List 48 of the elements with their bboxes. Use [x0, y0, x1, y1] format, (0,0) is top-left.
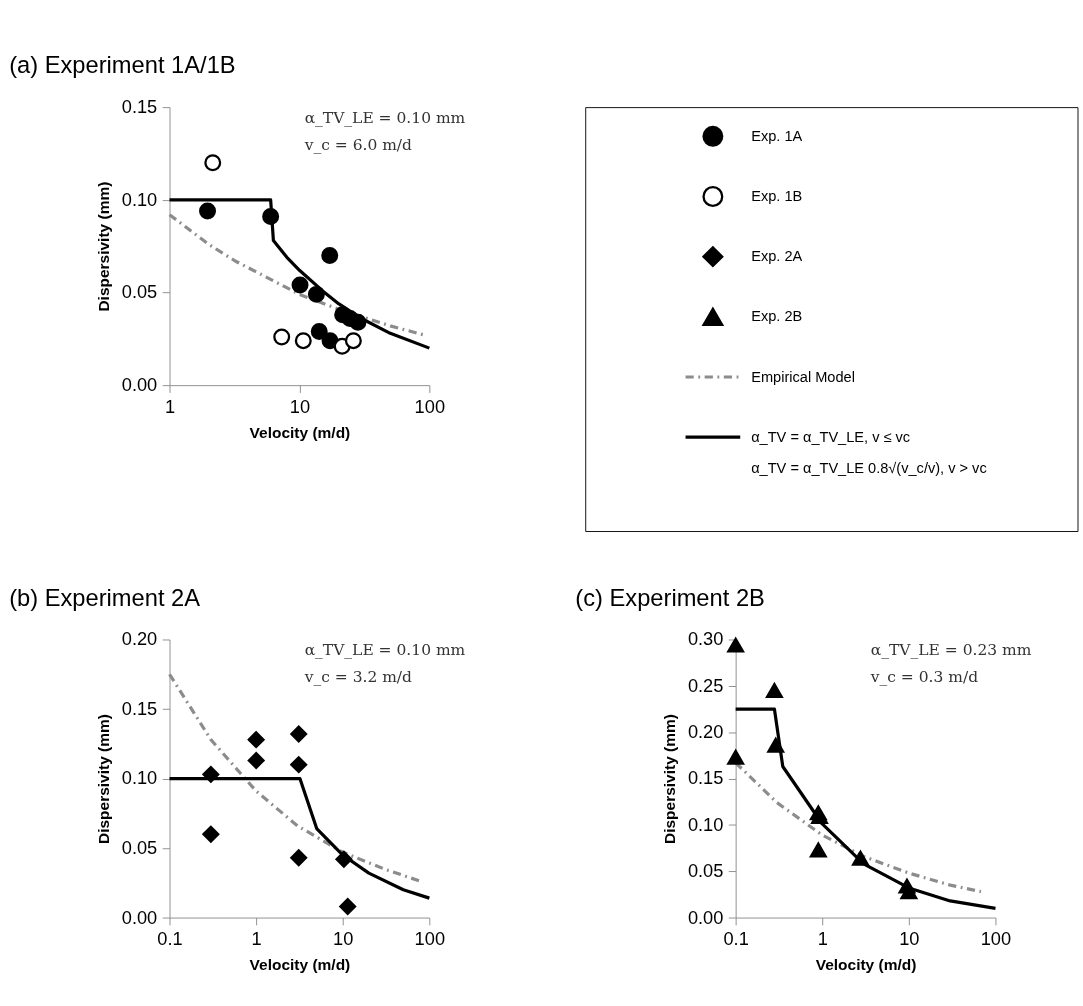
x-tick-label: 1 [817, 928, 828, 950]
y-tick-label: 0.05 [121, 281, 158, 303]
x-tick-label: 10 [333, 928, 354, 950]
y-tick-label: 0.20 [121, 628, 158, 650]
legend-label: Exp. 1A [751, 127, 803, 144]
x-axis-title: Velocity (m/d) [249, 956, 351, 973]
legend-label: Exp. 2B [751, 308, 803, 325]
y-tick-label: 0.05 [121, 837, 158, 858]
annotation: α_TV_LE = 0.10 mm [304, 641, 466, 660]
legend-label: Empirical Model [751, 368, 855, 385]
annotation: α_TV_LE = 0.23 mm [870, 641, 1032, 660]
y-tick-label: 0.10 [121, 188, 158, 210]
y-tick-label: 0.15 [121, 697, 158, 719]
x-tick-label: 100 [414, 396, 446, 417]
y-tick-label: 0.00 [687, 906, 724, 928]
annotation: v_c = 3.2 m/d [303, 668, 413, 687]
legend-label: α_TV = α_TV_LE, v ≤ vc α_TV = α_TV_LE 0.8√(v_c/v), v > vc [751, 428, 987, 476]
x-tick-label: 1 [251, 928, 262, 950]
x-tick-label: 10 [899, 928, 920, 950]
y-tick-label: 0.00 [121, 374, 158, 396]
y-tick-label: 0.20 [687, 721, 724, 743]
y-axis-title: Dispersivity (mm) [661, 714, 679, 844]
y-tick-label: 0.15 [121, 96, 158, 118]
y-axis-title: Dispersivity (mm) [95, 714, 113, 844]
y-tick-label: 0.25 [687, 674, 724, 696]
y-tick-label: 0.15 [687, 767, 724, 789]
chart-title: (c) Experiment 2B [575, 584, 765, 611]
y-tick-label: 0.10 [687, 813, 724, 835]
annotation: v_c = 0.3 m/d [869, 668, 979, 687]
y-tick-label: 0.05 [687, 860, 724, 882]
x-tick-label: 0.1 [157, 928, 183, 950]
x-axis-title: Velocity (m/d) [815, 956, 917, 973]
legend-label: Exp. 1B [751, 188, 803, 205]
x-tick-label: 100 [414, 928, 446, 950]
annotation: α_TV_LE = 0.10 mm [304, 108, 466, 127]
y-tick-label: 0.00 [121, 906, 158, 928]
y-tick-label: 0.30 [687, 628, 724, 650]
x-tick-label: 1 [164, 396, 176, 417]
y-tick-label: 0.10 [121, 767, 158, 789]
x-tick-label: 0.1 [723, 928, 749, 950]
x-tick-label: 100 [980, 928, 1012, 950]
x-axis-title: Velocity (m/d) [249, 423, 351, 441]
chart-title: (b) Experiment 2A [9, 584, 201, 611]
y-axis-title: Dispersivity (mm) [95, 181, 113, 312]
text: Exp. 2A [751, 248, 803, 265]
x-tick-label: 10 [289, 396, 311, 417]
annotation: v_c = 6.0 m/d [303, 136, 413, 154]
chart-title: (a) Experiment 1A/1B [9, 52, 236, 79]
